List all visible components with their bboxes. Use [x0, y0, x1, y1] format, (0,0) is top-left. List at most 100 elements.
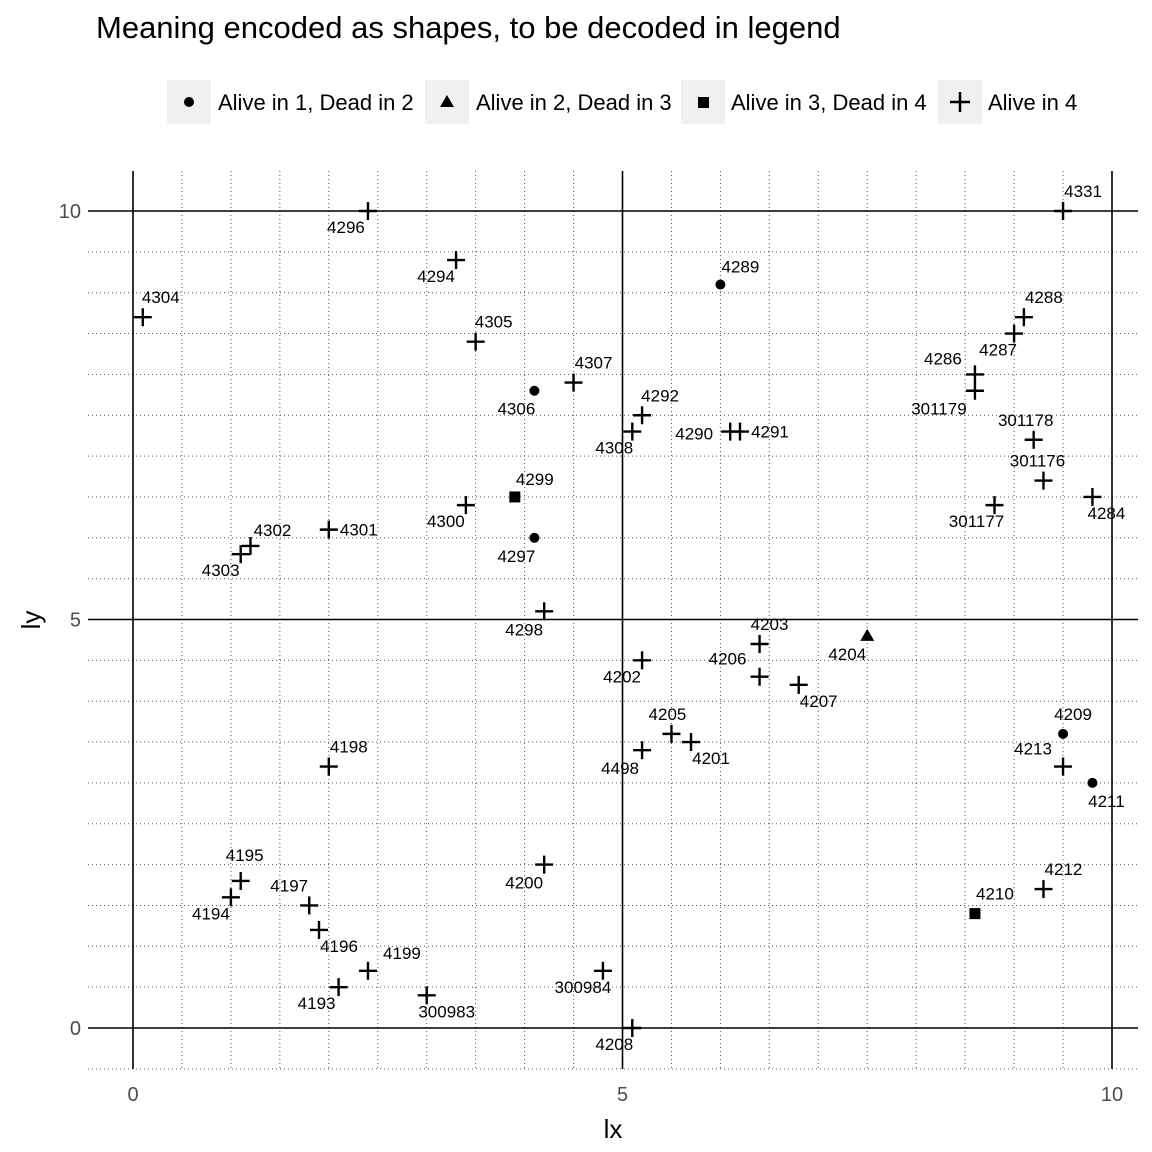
point-plus: [789, 675, 808, 694]
point-label: 4291: [751, 423, 789, 442]
point-label: 4207: [800, 692, 838, 711]
point-label: 4206: [709, 650, 747, 669]
point-plus: [466, 332, 485, 351]
data-labels: 4289 4306 4297 4209 4211 4204 4299 4210 4296 4331…: [142, 182, 1125, 1054]
point-plus: [633, 651, 652, 670]
point-label: 4194: [192, 904, 230, 923]
point-plus: [231, 545, 250, 564]
x-tick-label: 5: [617, 1084, 628, 1106]
x-axis-label: lx: [604, 1114, 623, 1144]
point-plus: [1034, 471, 1053, 490]
point-label: 4284: [1088, 504, 1126, 523]
point-label: 300983: [418, 1002, 475, 1021]
point-label: 4205: [649, 705, 687, 724]
axes: 0 5 10 0 5 10 lx ly: [16, 201, 1123, 1144]
point-plus: [1054, 757, 1073, 776]
point-label: 4212: [1045, 860, 1083, 879]
y-tick-label: 10: [59, 201, 81, 223]
point-circle: [529, 532, 540, 543]
point-plus: [456, 496, 475, 515]
point-label: 4306: [497, 400, 535, 419]
legend-key-square: [681, 80, 725, 124]
point-circle: [529, 385, 540, 396]
point-plus: [721, 422, 740, 441]
point-label: 4299: [516, 470, 554, 489]
point-plus: [1024, 430, 1043, 449]
triangle-symbol-icon: [440, 95, 454, 107]
point-plus: [417, 986, 436, 1005]
point-plus: [965, 381, 984, 400]
point-plus: [633, 406, 652, 425]
point-label: 4297: [497, 547, 535, 566]
point-label: 4304: [142, 288, 180, 307]
point-plus: [564, 373, 583, 392]
point-square: [509, 491, 521, 503]
point-plus: [750, 667, 769, 686]
point-circle: [1087, 777, 1098, 788]
grid: [88, 171, 1138, 1070]
legend-label-1: Alive in 1, Dead in 2: [218, 90, 414, 115]
point-plus: [1005, 324, 1024, 343]
point-label: 4202: [603, 667, 641, 686]
point-plus: [319, 757, 338, 776]
point-plus: [985, 496, 1004, 515]
point-label: 4209: [1054, 705, 1092, 724]
point-label: 301179: [911, 400, 966, 419]
point-plus: [447, 251, 466, 270]
point-label: 4199: [383, 944, 421, 963]
point-label: 4305: [475, 313, 513, 332]
point-plus: [358, 961, 377, 980]
chart-title: Meaning encoded as shapes, to be decoded…: [96, 10, 841, 45]
point-plus: [965, 365, 984, 384]
point-plus: [231, 871, 250, 890]
point-plus: [1034, 880, 1053, 899]
legend-key-plus: [938, 80, 982, 124]
point-plus: [662, 724, 681, 743]
point-label: 4308: [595, 439, 633, 458]
point-label: 4303: [202, 561, 240, 580]
data-marks: [133, 202, 1102, 1037]
point-label: 4204: [828, 645, 866, 664]
point-label: 4286: [924, 349, 962, 368]
point-label: 4200: [505, 874, 543, 893]
point-label: 4288: [1025, 288, 1063, 307]
plus-symbol-icon: [950, 92, 970, 112]
point-label: 4211: [1088, 792, 1125, 811]
circle-symbol-icon: [184, 97, 194, 107]
point-label: 4307: [575, 354, 613, 373]
point-plus: [310, 920, 329, 939]
point-label: 4201: [692, 749, 730, 768]
point-plus: [750, 635, 769, 654]
point-label: 300984: [555, 978, 612, 997]
point-plus: [329, 978, 348, 997]
point-label: 4498: [601, 759, 639, 778]
point-label: 4287: [979, 341, 1017, 360]
point-plus: [1014, 308, 1033, 327]
point-label: 301177: [949, 512, 1004, 531]
point-circle: [715, 279, 726, 290]
y-axis-label: ly: [16, 611, 46, 630]
point-label: 4294: [417, 267, 455, 286]
point-label: 4213: [1014, 740, 1052, 759]
point-plus: [623, 422, 642, 441]
legend-label-3: Alive in 3, Dead in 4: [731, 90, 927, 115]
point-label: 4296: [327, 218, 365, 237]
point-triangle: [860, 628, 875, 641]
point-plus: [623, 1019, 642, 1037]
point-label: 4298: [505, 620, 543, 639]
point-label: 4197: [270, 876, 308, 895]
point-label: 4300: [427, 512, 465, 531]
point-plus: [535, 602, 554, 621]
point-plus: [1083, 487, 1102, 506]
legend-label-4: Alive in 4: [988, 90, 1078, 115]
y-tick-label: 5: [70, 610, 81, 632]
y-tick-label: 0: [70, 1018, 81, 1040]
point-label: 4210: [976, 885, 1014, 904]
legend-key-triangle: [425, 80, 469, 124]
x-tick-label: 10: [1101, 1084, 1123, 1106]
point-plus: [133, 308, 152, 327]
point-plus: [535, 855, 554, 874]
point-plus: [319, 520, 338, 539]
point-square: [969, 908, 981, 920]
